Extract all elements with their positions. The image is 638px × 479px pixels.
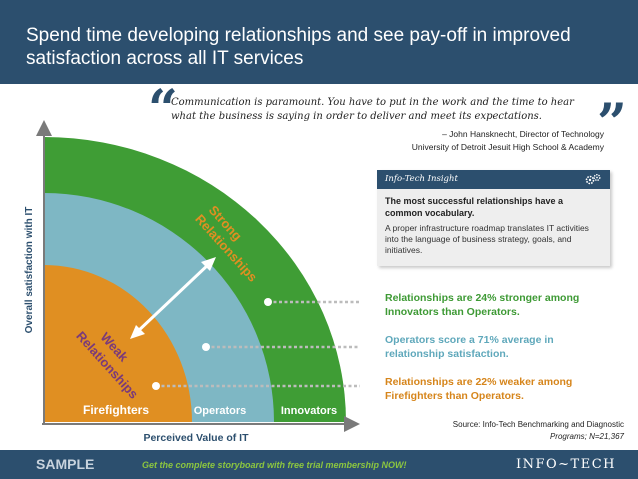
leader-dot-firefighters	[152, 382, 160, 390]
relationship-arrow	[134, 261, 212, 335]
leader-dot-operators	[202, 343, 210, 351]
gears-icon	[585, 174, 601, 185]
band-label-operators: Operators	[194, 405, 247, 417]
arrow-head-up	[201, 257, 216, 271]
callout-firefighters: Relationships are 22% weaker among Firef…	[385, 376, 573, 402]
y-axis-label: Overall satisfaction with IT	[24, 207, 35, 334]
band-label-firefighters: Firefighters	[83, 403, 149, 417]
callout-operators: Operators score a 71% average in relatio…	[385, 334, 554, 360]
quote-author-name: – John Hansknecht, Director of Technolog…	[442, 129, 604, 139]
open-quote-mark: “	[148, 79, 178, 140]
info-tech-insight-box: Info-Tech Insight The most successful re…	[377, 170, 610, 266]
band-label-innovators: Innovators	[281, 405, 337, 417]
leader-dot-innovators	[264, 298, 272, 306]
relationship-diagram: Strong Relationships Weak Relationships …	[24, 120, 360, 444]
insight-body: A proper infrastructure roadmap translat…	[385, 223, 589, 255]
quote-author-org: University of Detroit Jesuit High School…	[411, 142, 604, 152]
insight-header-label: Info-Tech Insight	[385, 174, 458, 184]
arrow-head-down	[130, 325, 145, 339]
info-tech-logo: INFO~TECH	[515, 457, 616, 472]
footer-bar: SAMPLE Get the complete storyboard with …	[0, 450, 638, 479]
quote-text: Communication is paramount. You have to …	[171, 97, 574, 122]
close-quote-mark: ”	[597, 93, 627, 154]
insight-headline: The most successful relationships have a…	[385, 196, 564, 218]
x-axis-label: Perceived Value of IT	[143, 432, 249, 444]
insight-header: Info-Tech Insight	[377, 170, 610, 189]
source-note: Source: Info-Tech Benchmarking and Diagn…	[394, 419, 624, 443]
header-bar: Spend time developing relationships and …	[0, 0, 638, 84]
source-line-1: Source: Info-Tech Benchmarking and Diagn…	[452, 420, 624, 429]
callout-innovators: Relationships are 24% stronger among Inn…	[385, 292, 580, 318]
sample-label: SAMPLE	[36, 456, 95, 472]
page-title: Spend time developing relationships and …	[26, 25, 571, 69]
free-trial-link[interactable]: Get the complete storyboard with free tr…	[142, 460, 407, 470]
source-line-2: Programs; N=21,367	[549, 432, 624, 441]
quote-author: – John Hansknecht, Director of Technolog…	[304, 128, 604, 154]
